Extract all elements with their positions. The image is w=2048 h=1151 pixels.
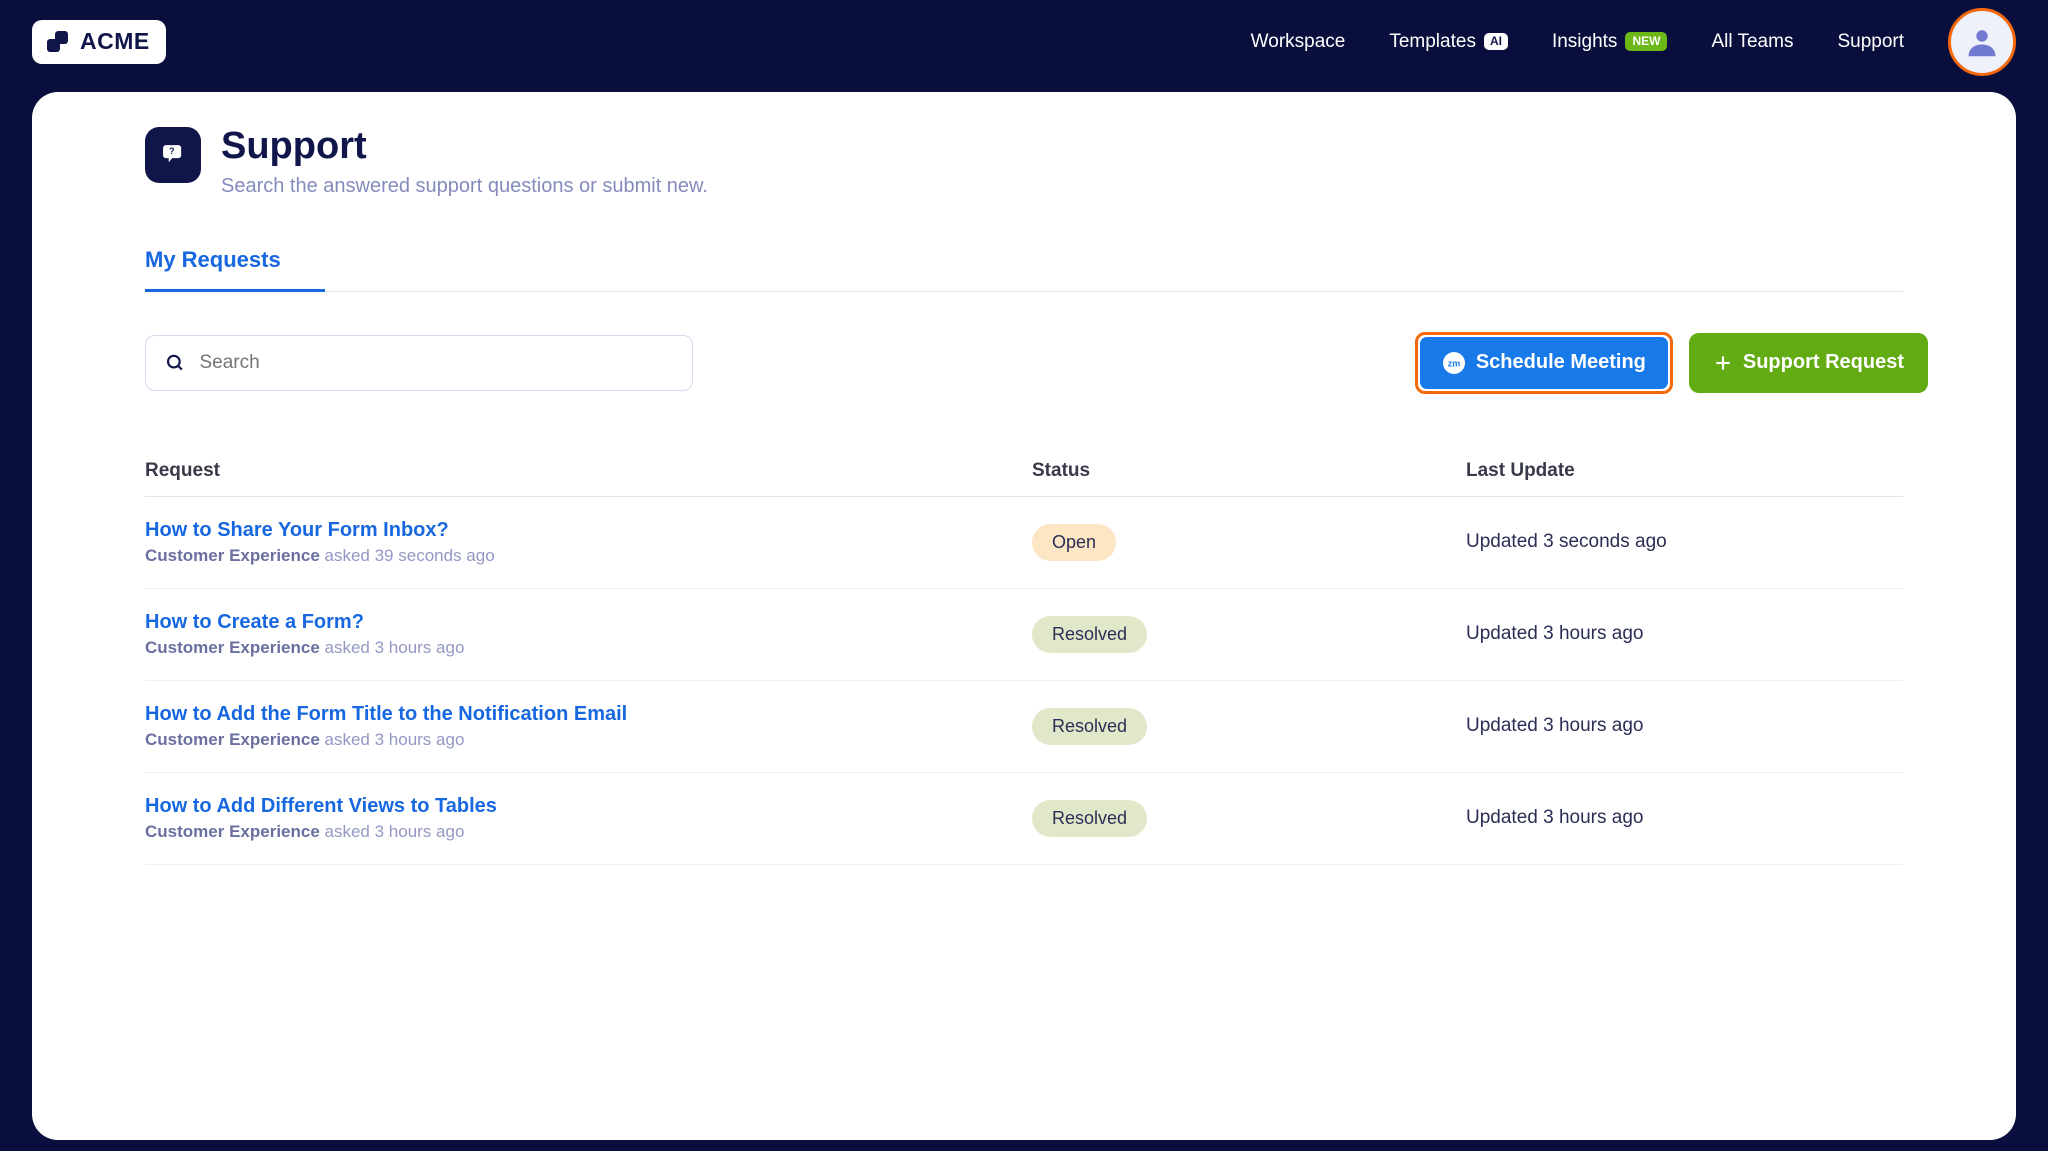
svg-text:zm: zm: [1448, 358, 1461, 368]
svg-text:?: ?: [169, 146, 175, 156]
